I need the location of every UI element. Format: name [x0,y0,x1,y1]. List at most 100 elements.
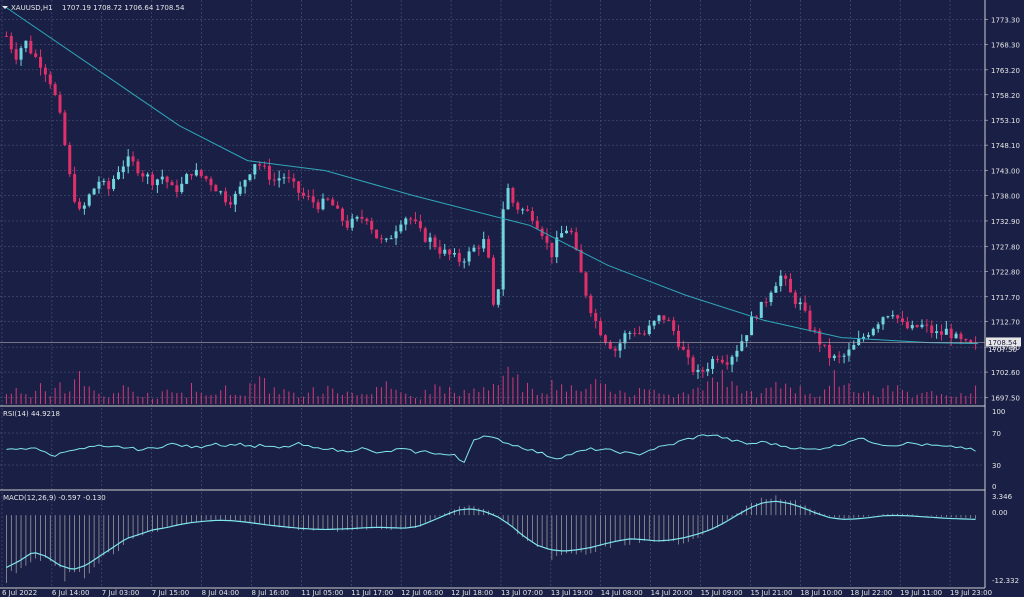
candle-body [306,195,310,197]
macd-level-bottom: -12.332 [992,577,1019,585]
candles [4,31,978,379]
candle-body [915,324,919,328]
candle-body [331,199,335,206]
candle-body [779,275,783,287]
candle-body [496,289,500,305]
candle-body [774,286,778,293]
price-tick-label: 1697.50 [991,395,1020,403]
candle-body [608,342,612,349]
time-tick-label: 14 Jul 20:00 [651,589,693,597]
candle-body [253,164,257,175]
candle-body [267,165,271,180]
candle-body [540,228,544,236]
candle-body [681,346,685,350]
price-tick-label: 1773.30 [991,16,1020,24]
candle-body [272,179,276,181]
candle-body [204,176,208,179]
rsi-line [6,434,976,463]
candle-body [603,335,607,343]
time-tick-label: 13 Jul 07:00 [501,589,543,597]
time-tick-label: 12 Jul 06:00 [401,589,443,597]
candle-body [58,94,62,113]
candle-body [569,230,573,233]
candle-body [628,332,632,334]
candle-body [467,251,471,262]
candle-body [871,328,875,336]
price-tick-label: 1727.80 [991,243,1020,251]
candle-body [131,156,135,162]
candle-body [175,185,179,192]
candle-body [24,40,28,49]
candle-body [155,179,159,186]
candle-body [146,174,150,177]
candle-body [438,247,442,254]
candle-body [652,320,656,326]
candle-body [769,292,773,303]
candle-body [53,84,57,95]
candle-body [82,205,86,209]
candle-body [939,331,943,335]
candle-body [277,178,281,181]
candle-body [365,218,369,221]
candle-body [560,233,564,238]
candle-body [638,333,642,335]
candle-body [199,169,203,177]
candle-body [43,67,47,75]
candle-body [706,368,710,372]
candle-body [404,218,408,225]
candle-body [389,238,393,240]
candle-body [477,247,481,249]
candle-body [832,355,836,359]
candle-body [686,349,690,358]
candle-body [302,192,306,196]
candle-body [87,194,91,206]
candle-body [360,216,364,219]
candle-body [784,275,788,279]
candle-body [170,182,174,186]
candle-body [34,53,38,57]
macd-level-zero: 0.00 [992,509,1008,517]
candle-body [589,295,593,314]
candle-body [550,242,554,258]
candle-body [102,181,106,183]
candle-body [92,188,96,195]
candle-body [97,181,101,189]
time-tick-label: 15 Jul 09:00 [701,589,743,597]
candle-body [506,187,510,210]
candle-body [969,340,973,343]
time-tick-label: 12 Jul 18:00 [451,589,493,597]
candle-body [896,315,900,319]
candle-body [316,202,320,210]
candle-body [555,237,559,258]
candle-body [842,355,846,357]
candle-body [228,202,232,205]
candle-body [925,324,929,326]
candle-body [238,186,242,194]
candle-body [750,316,754,336]
candle-body [68,145,72,175]
candle-body [423,228,427,242]
price-tick-label: 1702.60 [991,369,1020,377]
price-axis: 1773.30 1768.30 1763.20 1758.20 1753.10 1748.… [985,16,1020,403]
time-tick-label: 19 Jul 23:00 [950,589,992,597]
candle-body [29,40,33,54]
candle-body [409,218,413,220]
candle-body [613,348,617,351]
candle-body [647,325,651,335]
candle-body [667,319,671,321]
candle-body [345,220,349,228]
candle-body [14,49,18,60]
volume-bars [5,366,977,404]
candle-body [224,191,228,203]
candle-body [160,176,164,180]
candle-body [73,174,77,202]
chevron-down-icon[interactable] [2,6,8,9]
time-tick-label: 8 Jul 04:00 [202,589,240,597]
candle-body [944,328,948,335]
candle-body [209,178,213,186]
candle-body [715,359,719,361]
candle-body [720,359,724,363]
candle-body [764,301,768,303]
